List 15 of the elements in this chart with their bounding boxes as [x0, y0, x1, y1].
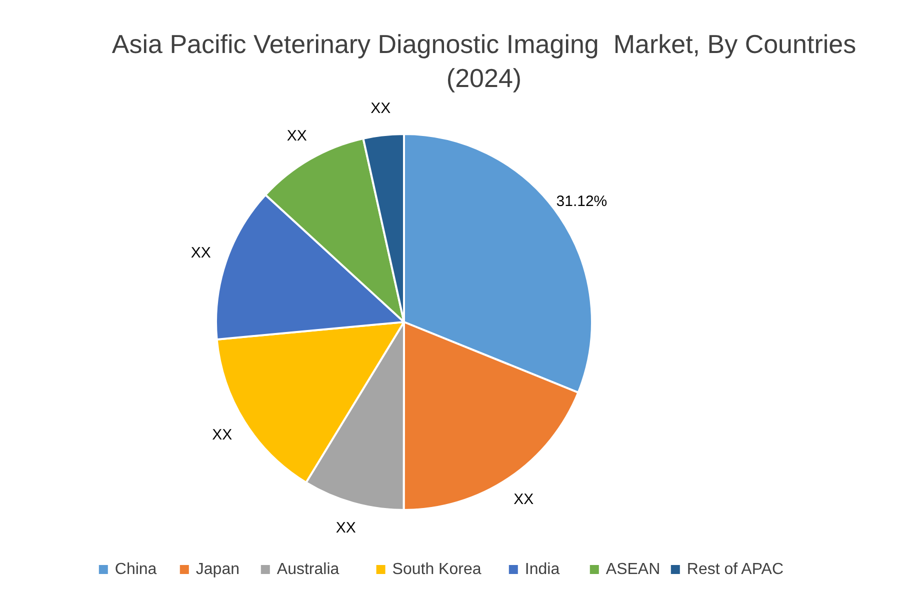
- legend-label: India: [524, 561, 560, 578]
- legend-label: ASEAN: [606, 561, 660, 578]
- legend-label: Japan: [196, 561, 240, 578]
- legend-label: South Korea: [392, 561, 482, 578]
- legend-label: China: [114, 561, 157, 578]
- data-label: XX: [286, 127, 307, 144]
- chart-title: Asia Pacific Veterinary Diagnostic Imaging Market, By Countries (2024): [112, 29, 856, 93]
- data-label: XX: [212, 426, 232, 444]
- legend-label: Australia: [276, 561, 340, 578]
- data-label: XX: [336, 519, 356, 536]
- data-label: 31.12%: [556, 193, 608, 210]
- data-label: XX: [370, 100, 391, 117]
- data-label: XX: [514, 490, 534, 508]
- data-label: XX: [190, 244, 211, 262]
- legend-label: Rest of APAC: [686, 561, 784, 578]
